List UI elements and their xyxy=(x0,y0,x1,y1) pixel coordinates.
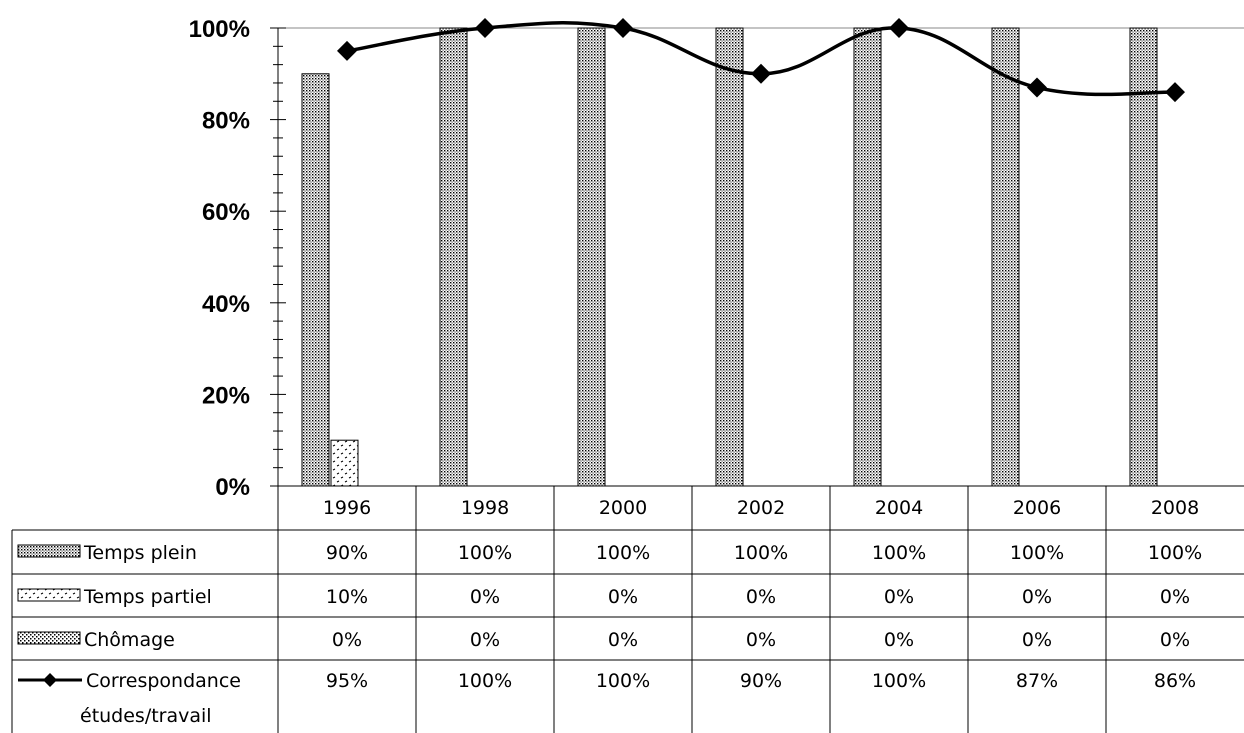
table-cell-value: 100% xyxy=(872,542,926,564)
table-cell-value: 10% xyxy=(326,586,368,608)
y-tick-label: 60% xyxy=(202,199,250,226)
table-cell-value: 87% xyxy=(1016,670,1058,692)
table-cell-value: 0% xyxy=(1160,629,1190,651)
legend-label: Chômage xyxy=(84,629,175,651)
bar-temps-partiel-1996 xyxy=(330,439,359,487)
bar-temps-plein-2002 xyxy=(715,27,744,487)
table-cell-value: 0% xyxy=(884,586,914,608)
x-tick-label: 2002 xyxy=(737,497,785,519)
table-cell-value: 100% xyxy=(1010,542,1064,564)
table-cell-value: 0% xyxy=(608,629,638,651)
table-cell-value: 100% xyxy=(872,670,926,692)
table-cell-value: 0% xyxy=(470,629,500,651)
data-table: 1996 1998 2000 2002 2004 2006 2008 Temps plein 9… xyxy=(11,485,1244,733)
y-tick-label: 0% xyxy=(215,474,250,501)
legend-swatch xyxy=(17,544,81,558)
table-cell-value: 0% xyxy=(1160,586,1190,608)
x-tick-label: 1998 xyxy=(461,497,509,519)
legend-swatch xyxy=(17,588,81,602)
legend-label: études/travail xyxy=(80,705,212,727)
table-cell-value: 90% xyxy=(740,670,782,692)
x-tick-label: 2000 xyxy=(599,497,647,519)
table-cell-value: 0% xyxy=(470,586,500,608)
line-marker-2008 xyxy=(1165,82,1185,103)
table-cell-value: 100% xyxy=(1148,542,1202,564)
legend-marker xyxy=(43,673,57,687)
legend-swatch xyxy=(17,631,81,645)
table-cell-value: 0% xyxy=(746,586,776,608)
line-marker-2004 xyxy=(889,18,909,38)
bar-temps-plein-2006 xyxy=(991,27,1020,487)
x-tick-label: 2006 xyxy=(1013,497,1061,519)
y-tick-label: 100% xyxy=(189,16,250,43)
table-cell-value: 0% xyxy=(1022,629,1052,651)
x-tick-label: 2008 xyxy=(1151,497,1199,519)
line-series xyxy=(337,18,1185,103)
bar-temps-plein-2004 xyxy=(853,27,882,487)
line-marker-2002 xyxy=(751,63,771,84)
table-cell-value: 100% xyxy=(596,670,650,692)
legend-label: Temps plein xyxy=(83,542,197,564)
legend-label: Temps partiel xyxy=(83,586,212,608)
table-cell-value: 0% xyxy=(608,586,638,608)
bar-temps-plein-2000 xyxy=(577,27,606,487)
bar-temps-plein-2008 xyxy=(1129,27,1158,487)
y-tick-label: 80% xyxy=(202,108,250,135)
x-tick-label: 2004 xyxy=(875,497,923,519)
line-marker-2006 xyxy=(1027,77,1047,98)
table-cell-value: 95% xyxy=(326,670,368,692)
bar-temps-plein-1998 xyxy=(439,27,468,487)
line-marker-2000 xyxy=(613,18,633,38)
x-tick-label: 1996 xyxy=(323,497,371,519)
line-marker-1998 xyxy=(475,18,495,38)
line-marker-1996 xyxy=(337,40,357,61)
table-cell-value: 86% xyxy=(1154,670,1196,692)
table-cell-value: 0% xyxy=(1022,586,1052,608)
table-cell-value: 0% xyxy=(746,629,776,651)
y-tick-label: 20% xyxy=(202,382,250,409)
table-cell-value: 100% xyxy=(458,670,512,692)
table-cell-value: 0% xyxy=(332,629,362,651)
bars xyxy=(301,27,1158,487)
y-tick-label: 40% xyxy=(202,291,250,318)
y-axis: 0% 20% 40% 60% 80% 100% xyxy=(189,16,1244,501)
table-cell-value: 90% xyxy=(326,542,368,564)
legend-label: Correspondance xyxy=(86,670,241,692)
table-cell-value: 0% xyxy=(884,629,914,651)
table-cell-value: 100% xyxy=(596,542,650,564)
bar-temps-plein-1996 xyxy=(301,73,330,487)
table-cell-value: 100% xyxy=(734,542,788,564)
table-cell-value: 100% xyxy=(458,542,512,564)
